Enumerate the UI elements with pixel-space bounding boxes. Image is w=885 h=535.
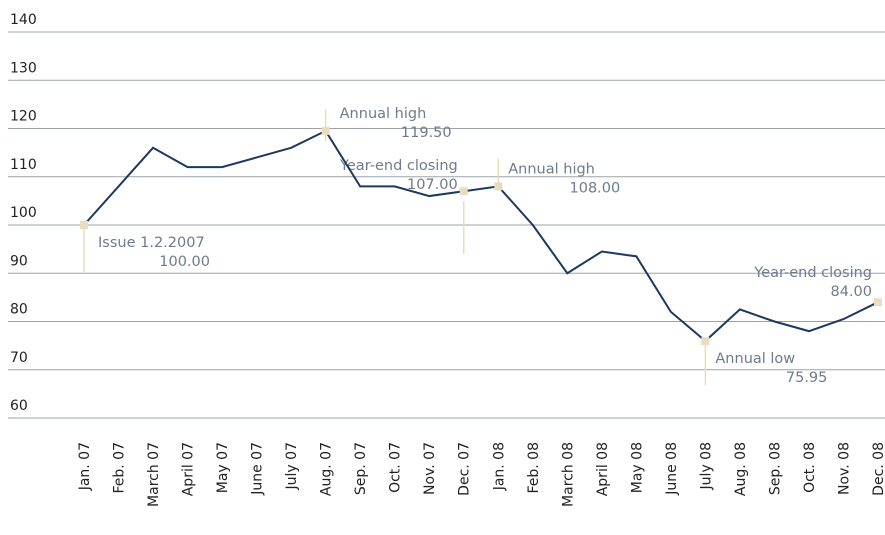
value-label: 107.00 [407,177,458,193]
marker [321,126,330,135]
x-tick-label: Sep. 07 [353,442,369,495]
y-tick-label: 110 [10,157,37,173]
y-tick-label: 130 [10,60,37,76]
annotation-text: Annual high [508,161,595,177]
x-tick-label: June 08 [664,442,680,496]
x-tick-label: Aug. 08 [733,442,749,496]
x-tick-label: March 08 [560,442,576,507]
x-tick-label: Oct. 07 [388,442,404,493]
x-tick-label: Aug. 07 [319,442,335,496]
x-tick-label: Dec. 07 [457,442,473,496]
value-label: 75.95 [786,370,828,386]
x-tick-label: Feb. 08 [526,442,542,494]
x-tick-label: May 08 [629,442,645,493]
annotation-text: Annual high [340,106,427,122]
value-label: 84.00 [830,284,872,300]
y-tick-label: 90 [10,253,28,269]
x-tick-label: Feb. 07 [112,442,128,494]
x-tick-label: July 08 [698,442,714,490]
y-tick-label: 100 [10,205,37,221]
y-tick-label: 70 [10,350,28,366]
x-tick-label: Nov. 07 [422,442,438,495]
x-tick-label: Jan. 08 [491,442,507,491]
y-tick-label: 60 [10,398,28,414]
x-tick-label: Nov. 08 [836,442,852,495]
marker [80,221,88,229]
x-tick-label: March 07 [146,442,162,507]
x-tick-label: July 07 [284,442,300,490]
annotation-text: Annual low [715,351,795,367]
x-tick-label: Oct. 08 [802,442,818,493]
annotation-text: Year-end closing [339,158,458,174]
y-tick-label: 120 [10,109,37,125]
x-tick-label: June 07 [250,442,266,496]
marker [874,298,882,307]
marker [701,337,710,346]
x-tick-label: April 07 [181,442,197,496]
value-label: 108.00 [570,180,621,196]
value-label: 100.00 [159,254,210,270]
x-tick-label: April 08 [595,442,611,496]
x-tick-label: Jan. 07 [77,442,93,491]
y-tick-label: 80 [10,302,28,318]
x-tick-label: Dec. 08 [871,442,885,496]
line-series [83,129,879,343]
annotation-text: Issue 1.2.2007 [98,235,205,251]
marker [494,182,503,191]
annotation-text: Year-end closing [753,265,872,281]
marker [459,187,468,196]
x-tick-label: Sep. 08 [767,442,783,495]
value-label: 119.50 [401,125,452,141]
y-tick-label: 140 [10,12,37,28]
x-tick-label: May 07 [215,442,231,493]
